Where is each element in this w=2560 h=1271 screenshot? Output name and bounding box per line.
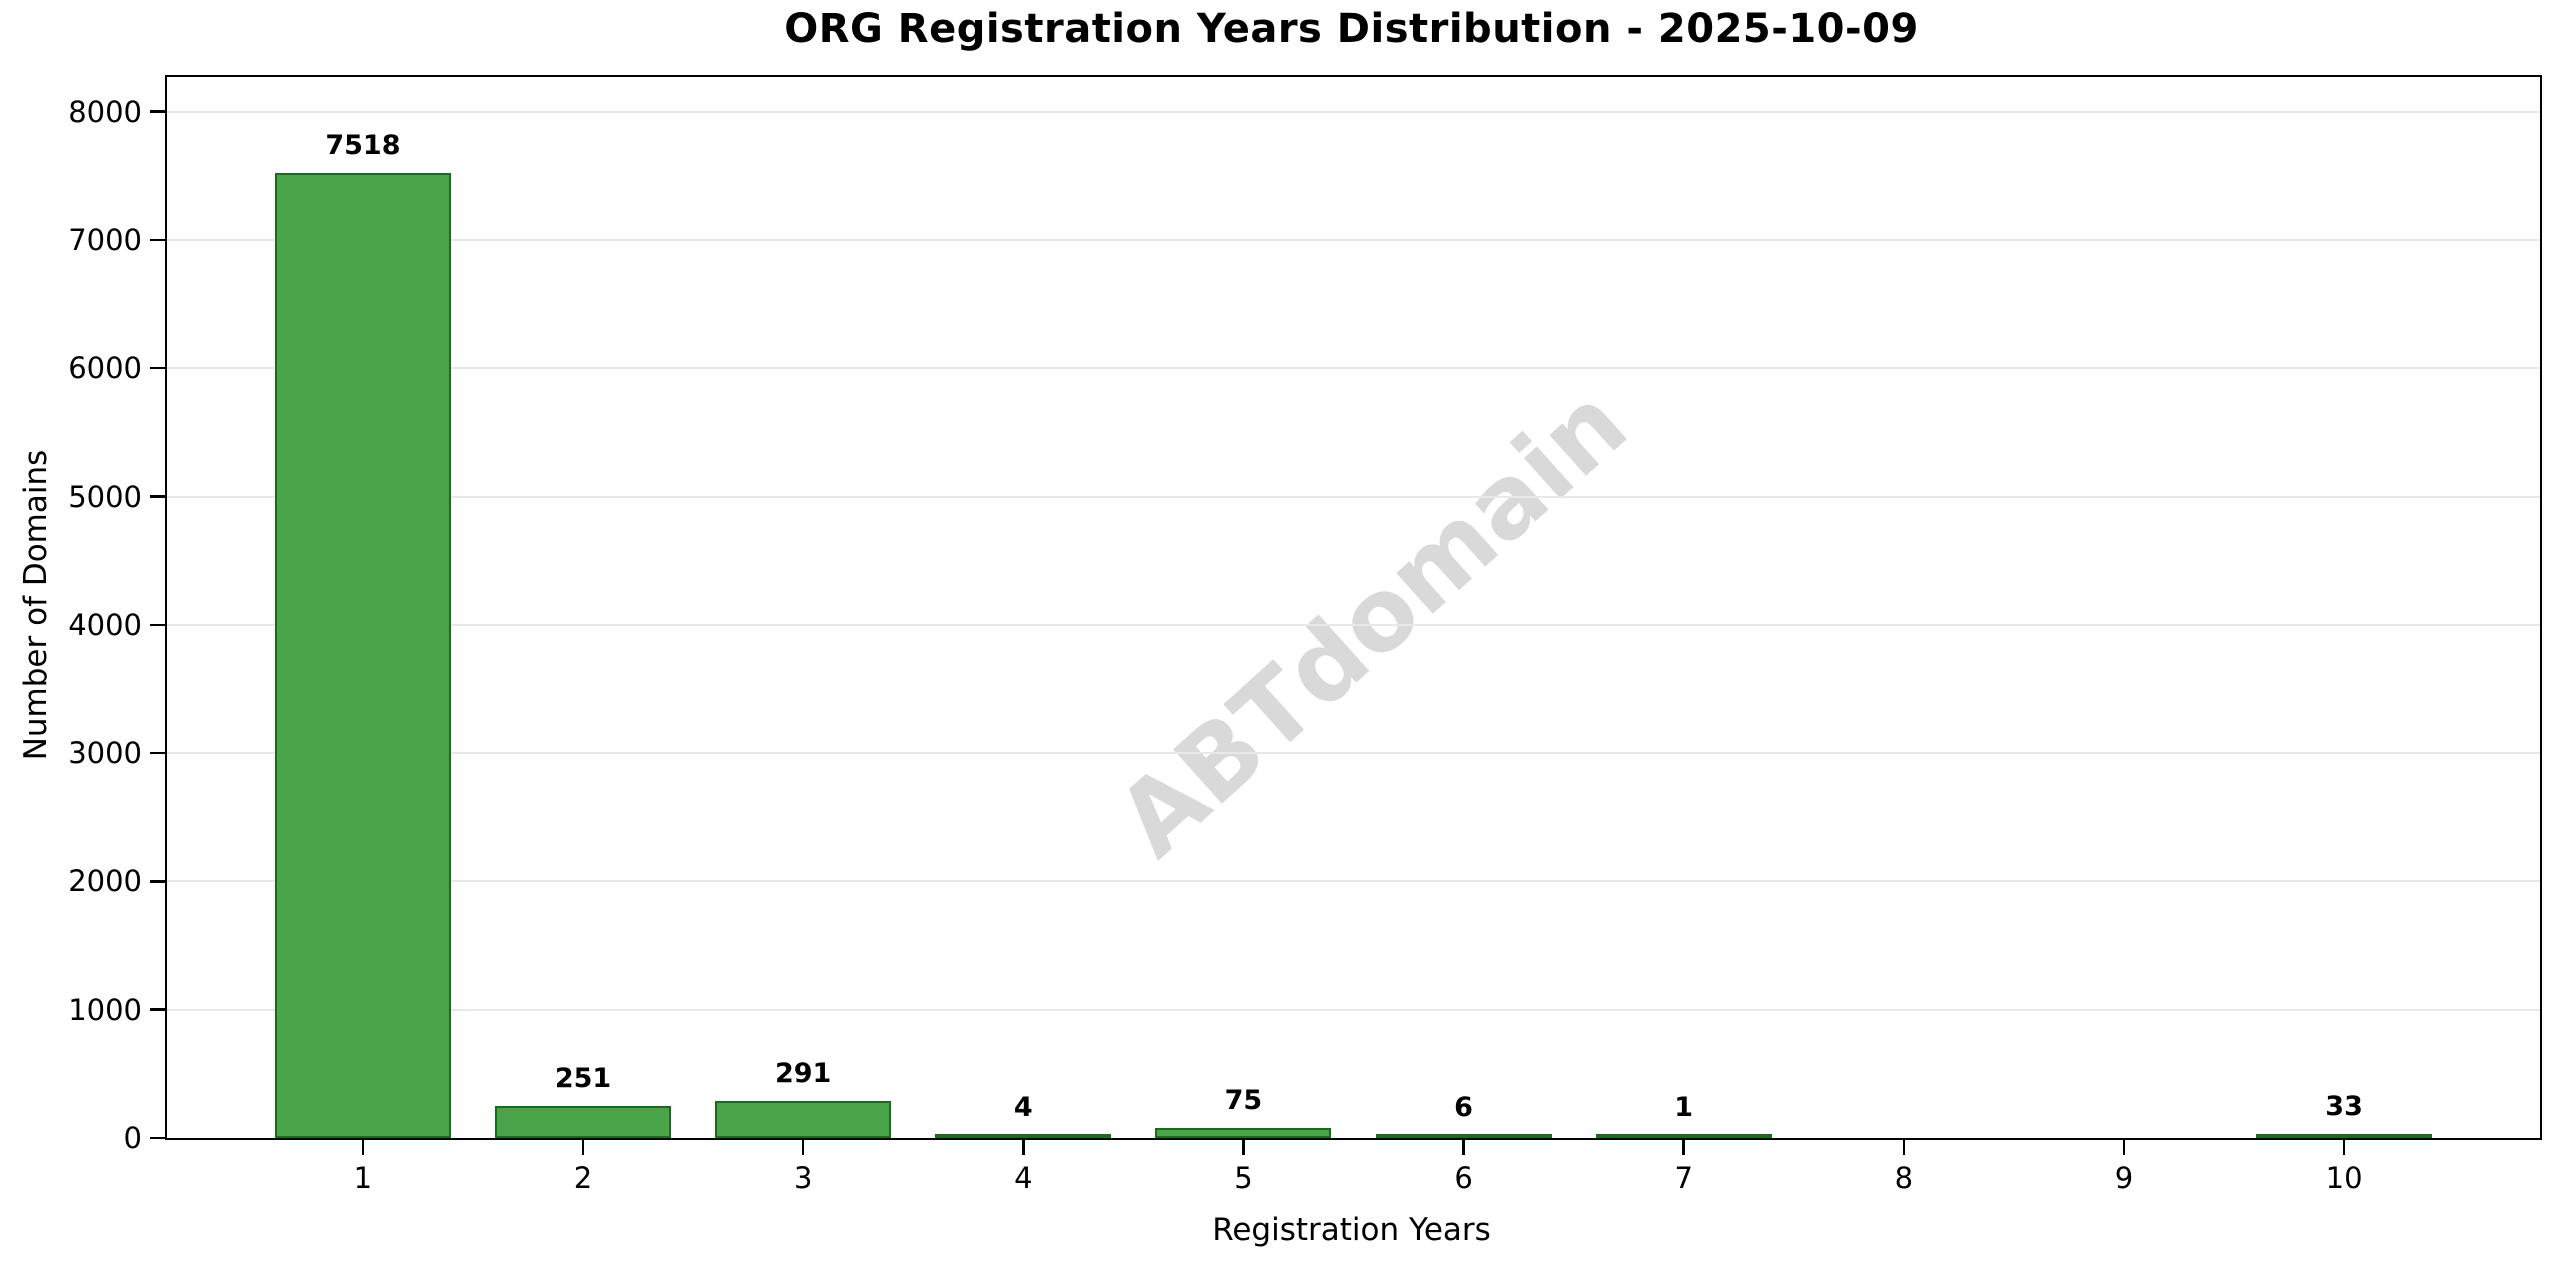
bar-value-label: 6 — [1454, 1092, 1473, 1123]
plot-area: ABTdomain 0 1000 2000 3000 4000 5000 6000 7000 8… — [68, 75, 2542, 1193]
bar-value-label: 4 — [1013, 1092, 1033, 1123]
gridline — [167, 880, 2540, 883]
x-tick-label: 8 — [1894, 1161, 1914, 1195]
bar — [1375, 1134, 1552, 1138]
x-tick-mark — [1242, 1140, 1245, 1155]
gridline — [167, 238, 2540, 241]
x-tick-mark — [361, 1140, 365, 1155]
x-tick-mark — [1902, 1140, 1906, 1155]
watermark: ABTdomain — [1095, 364, 1649, 880]
bar-value-label: 291 — [774, 1057, 832, 1089]
bar-value-label: 1 — [1674, 1092, 1694, 1123]
bar — [1155, 1128, 1332, 1138]
y-tick-mark — [150, 110, 165, 113]
y-tick-label: 1000 — [68, 992, 142, 1027]
x-tick-label: 3 — [793, 1161, 813, 1195]
bar-value-label: 75 — [1224, 1085, 1263, 1117]
x-tick-label: 4 — [1014, 1161, 1033, 1195]
y-tick-mark — [150, 880, 165, 883]
x-axis-label: Registration Years — [1212, 1212, 1491, 1248]
y-tick-label: 3000 — [68, 736, 142, 771]
y-tick-label: 0 — [123, 1121, 142, 1155]
gridline — [167, 623, 2540, 626]
bar — [935, 1134, 1112, 1138]
x-tick-mark — [2122, 1140, 2126, 1155]
bar — [494, 1105, 672, 1138]
y-tick-label: 4000 — [68, 607, 142, 642]
x-tick-mark — [801, 1140, 805, 1155]
y-tick-mark — [150, 238, 165, 242]
gridline — [167, 1008, 2540, 1011]
y-tick-mark — [150, 495, 165, 498]
gridline — [167, 367, 2540, 370]
y-tick-mark — [150, 751, 165, 755]
x-tick-label: 5 — [1234, 1161, 1253, 1195]
bar — [2256, 1133, 2433, 1138]
y-tick-mark — [150, 1136, 165, 1140]
bar — [1595, 1134, 1772, 1138]
gridline — [167, 110, 2540, 113]
x-tick-mark — [581, 1140, 585, 1155]
x-tick-label: 1 — [353, 1161, 373, 1195]
gridline — [167, 495, 2540, 498]
y-tick-mark — [150, 1008, 165, 1011]
x-tick-label: 6 — [1454, 1161, 1473, 1195]
bar — [274, 173, 451, 1138]
y-tick-label: 7000 — [68, 222, 142, 257]
y-tick-label: 5000 — [68, 479, 142, 514]
x-tick-label: 7 — [1674, 1161, 1693, 1195]
y-tick-mark — [150, 366, 165, 370]
bar-value-label: 33 — [2325, 1090, 2363, 1122]
x-tick-label: 10 — [2325, 1161, 2363, 1195]
y-tick-mark — [150, 623, 165, 627]
x-tick-mark — [1022, 1140, 1025, 1155]
gridline — [167, 752, 2540, 755]
x-tick-mark — [1682, 1140, 1685, 1155]
chart-title: ORG Registration Years Distribution - 20… — [784, 6, 1919, 52]
bar-value-label: 251 — [554, 1062, 612, 1094]
bar-value-label: 7518 — [325, 130, 401, 162]
y-tick-label: 2000 — [68, 864, 142, 899]
x-tick-label: 9 — [2114, 1161, 2134, 1195]
y-tick-label: 8000 — [68, 94, 142, 129]
bar — [715, 1100, 892, 1138]
x-tick-mark — [2342, 1140, 2346, 1155]
x-tick-label: 2 — [573, 1161, 593, 1195]
x-tick-mark — [1462, 1140, 1465, 1155]
y-tick-label: 6000 — [68, 351, 142, 386]
